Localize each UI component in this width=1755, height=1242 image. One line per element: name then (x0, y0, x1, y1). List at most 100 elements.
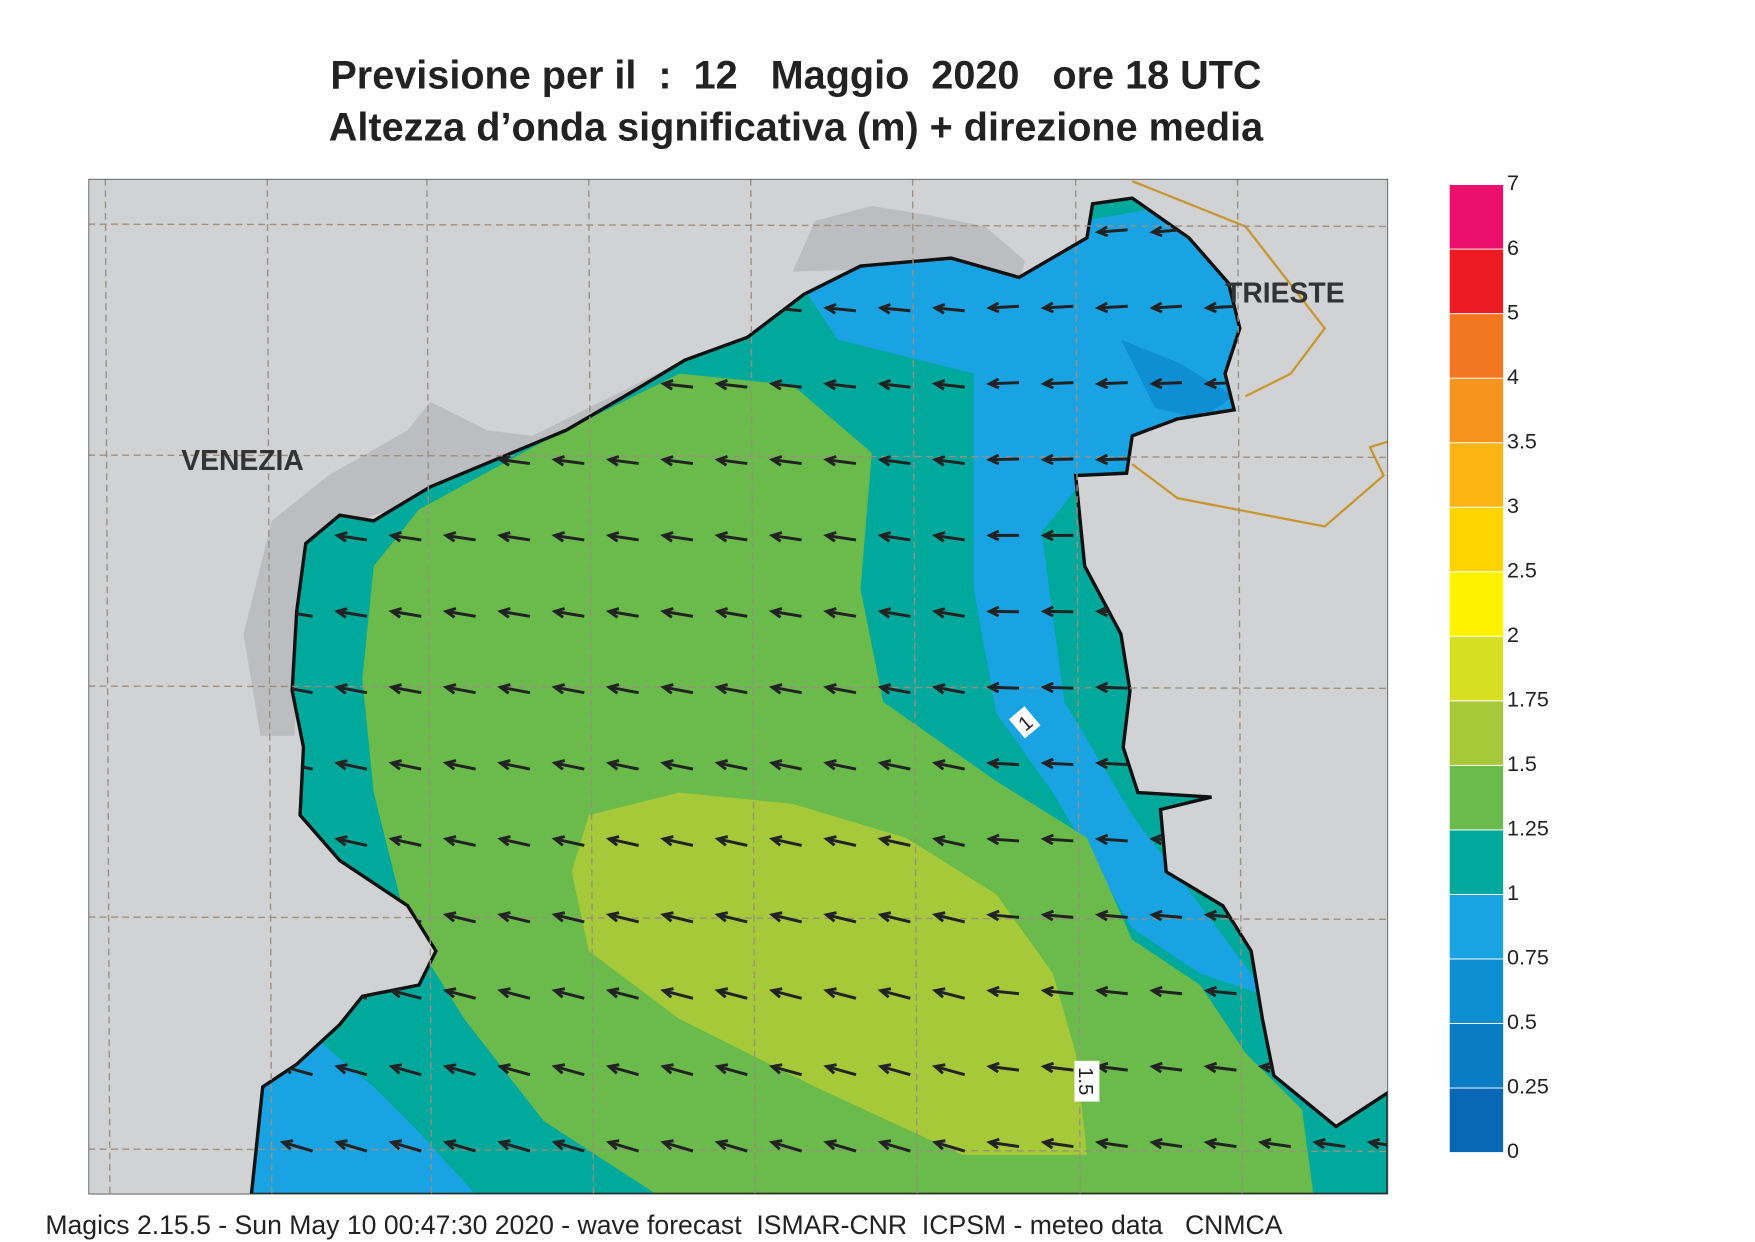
arrow-shaft (1098, 1140, 1128, 1148)
arrow-head (877, 911, 892, 923)
arrow-shaft (880, 989, 911, 1000)
arrow-head (442, 1063, 457, 1075)
colorbar-label: 6 (1507, 236, 1519, 260)
arrow-shaft (989, 1065, 1020, 1072)
arrow-head (442, 683, 457, 695)
arrow-shaft (608, 534, 639, 542)
arrow-shaft (608, 609, 639, 618)
arrow-head (986, 1061, 1000, 1074)
arrow-head (1257, 1137, 1272, 1150)
arrow-head (334, 835, 348, 847)
arrow-head (388, 835, 403, 847)
arrow-head (877, 1139, 892, 1151)
colorbar-label: 2 (1507, 623, 1519, 647)
arrow-head (931, 455, 946, 467)
arrow-head (768, 835, 783, 847)
arrow-head (877, 835, 892, 847)
title-line: Altezza d’onda significativa (m) + direz… (329, 105, 1264, 149)
arrow-head (1312, 1137, 1326, 1150)
arrow-shaft (771, 837, 802, 847)
arrow-shaft (771, 913, 802, 924)
colorbar-box (1448, 571, 1505, 637)
arrow-head (497, 911, 511, 923)
arrow-shaft (608, 1065, 640, 1077)
arrow-head (605, 835, 620, 847)
arrow-shaft (663, 382, 694, 389)
arrow-shaft (826, 534, 857, 542)
arrow-shaft (391, 1065, 422, 1077)
arrow-shaft (934, 1065, 966, 1077)
arrow-head (1203, 1137, 1218, 1150)
arrow-shaft (608, 685, 639, 695)
colorbar-box (1448, 377, 1505, 444)
arrow-head (768, 759, 783, 771)
arrow-head (768, 379, 783, 391)
arrow-head (605, 987, 620, 999)
arrow-shaft (554, 1140, 585, 1153)
colorbar-label: 7 (1507, 171, 1519, 195)
arrow-head (660, 455, 674, 467)
arrow-shaft (771, 1140, 803, 1153)
arrow-head (931, 835, 946, 847)
arrow-head (931, 531, 946, 543)
arrow-shaft (500, 458, 531, 465)
arrow-head (823, 835, 837, 847)
arrow-head (497, 835, 511, 847)
arrow-head (605, 607, 620, 619)
arrow-shaft (1043, 304, 1074, 310)
arrow-shaft (717, 609, 748, 618)
colorbar: 0 0.25 0.5 0.75 1 1.25 1.5 1.75 2 2.5 3 3.5 4 5 6 7 (1448, 171, 1549, 1163)
arrow-head (931, 987, 946, 999)
arrow-head (986, 377, 1000, 390)
arrow-head (877, 683, 892, 695)
arrow-head (660, 911, 674, 923)
arrow-shaft (1152, 913, 1183, 919)
arrow-shaft (717, 837, 748, 847)
arrow-shaft (500, 534, 531, 542)
arrow-shaft (1043, 989, 1074, 996)
arrow-head (1149, 1061, 1163, 1074)
arrow-shaft (1098, 761, 1128, 767)
arrow-head (1257, 1061, 1272, 1074)
arrow-head (1094, 225, 1109, 238)
arrow-shaft (934, 837, 965, 847)
arrow-head (660, 683, 674, 695)
contour-label: 1.5 (1074, 1060, 1100, 1102)
arrow-shaft (934, 685, 965, 695)
arrow-shaft (554, 685, 585, 695)
parallel (88, 454, 1389, 459)
arrow-head (1040, 909, 1054, 922)
arrow-head (442, 1139, 457, 1151)
arrow-shaft (717, 1065, 748, 1077)
arrow-head (388, 683, 403, 695)
arrow-shaft (554, 761, 585, 771)
arrow-shaft (608, 837, 639, 847)
arrow-head (442, 911, 457, 923)
arrow-shaft (1043, 761, 1074, 767)
arrow-shaft (880, 458, 911, 465)
border (1131, 440, 1389, 528)
colorbar-label: 1 (1507, 881, 1519, 905)
arrow-head (334, 759, 348, 771)
arrow-head (660, 1063, 674, 1075)
arrow-shaft (771, 1065, 803, 1077)
arrow-head (1203, 377, 1217, 390)
arrow-shaft (663, 534, 694, 542)
arrow-head (714, 607, 729, 619)
arrow-shaft (663, 761, 694, 771)
arrow-head (714, 835, 729, 847)
colorbar-box (1448, 1023, 1505, 1089)
arrow-head (551, 835, 566, 847)
arrow-shaft (772, 382, 802, 389)
arrow-shaft (717, 685, 748, 695)
arrow-head (1203, 909, 1218, 922)
arrow-head (334, 1139, 348, 1151)
arrow-shaft (935, 306, 965, 313)
arrow-shaft (717, 913, 748, 924)
arrow-head (388, 1139, 403, 1151)
arrow-head (768, 1063, 783, 1075)
arrow-head (605, 683, 620, 695)
arrow-head (1203, 1061, 1218, 1074)
arrow-head (605, 1063, 620, 1075)
arrow-shaft (826, 913, 857, 924)
